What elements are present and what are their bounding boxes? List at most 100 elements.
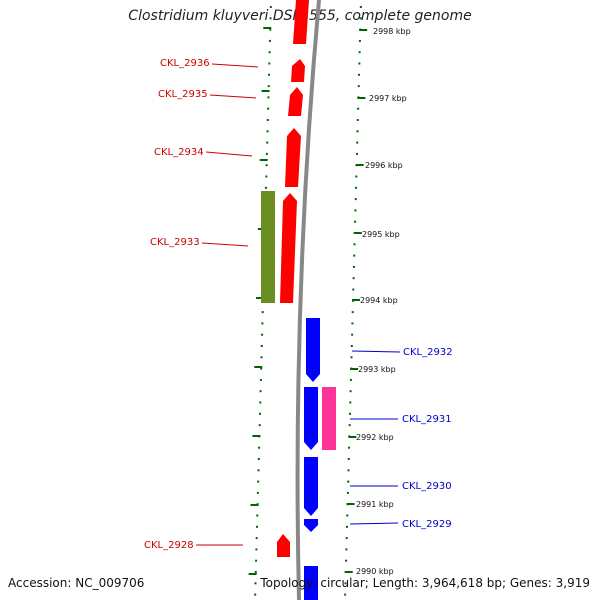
gene-ckl-2933-arrow[interactable]	[280, 193, 297, 303]
major-tick	[350, 368, 359, 370]
minor-tick	[255, 548, 258, 551]
minor-tick	[260, 345, 263, 347]
gene-label-ckl-2935[interactable]: CKL_2935	[158, 89, 208, 100]
minor-tick	[269, 17, 272, 20]
gene-label-ckl-2931[interactable]: CKL_2931	[402, 414, 452, 425]
minor-tick	[267, 85, 270, 88]
reverse-strand-genes	[277, 0, 309, 557]
gene-label-ckl-2936[interactable]: CKL_2936	[160, 58, 210, 69]
gene-label-ckl-2934[interactable]: CKL_2934	[154, 147, 204, 158]
major-tick	[261, 90, 270, 92]
scale-label: 2991 kbp	[356, 500, 394, 509]
gene-ckl-2935-arrow[interactable]	[288, 87, 303, 116]
topology-text: Topology: circular; Length: 3,964,618 bp…	[260, 576, 590, 590]
minor-tick	[354, 209, 357, 212]
left-gene-labels: CKL_2936 CKL_2935 CKL_2934 CKL_2933 CKL_…	[144, 58, 259, 551]
minor-tick	[269, 28, 272, 31]
minor-tick	[261, 311, 264, 314]
major-tick	[353, 232, 362, 234]
major-tick	[248, 573, 257, 575]
major-tick	[250, 504, 259, 506]
minor-tick	[256, 491, 259, 494]
gene-label-ckl-2930[interactable]: CKL_2930	[402, 481, 452, 492]
major-tick	[256, 297, 265, 299]
gene-ckl-2933-rna-bar[interactable]	[261, 191, 275, 303]
major-tick	[259, 159, 268, 161]
scale-label: 2996 kbp	[365, 161, 403, 170]
gene-ckl-2928-arrow[interactable]	[277, 534, 290, 557]
minor-tick	[255, 525, 258, 528]
minor-tick	[344, 593, 347, 596]
genome-backbone	[295, 0, 321, 600]
minor-tick	[261, 333, 264, 336]
gene-label-ckl-2929[interactable]: CKL_2929	[402, 519, 452, 530]
minor-tick	[350, 356, 353, 359]
minor-tick	[348, 446, 351, 449]
minor-tick	[260, 356, 263, 359]
minor-tick	[359, 6, 362, 8]
gene-label-ckl-2933[interactable]: CKL_2933	[150, 237, 200, 248]
gene-ckl-2936-arrow[interactable]	[291, 59, 305, 82]
minor-tick	[351, 333, 354, 336]
minor-tick	[345, 548, 348, 551]
minor-tick	[344, 582, 347, 585]
minor-tick	[349, 401, 352, 404]
minor-tick	[259, 378, 262, 381]
minor-tick	[350, 345, 353, 347]
minor-tick	[268, 73, 271, 76]
minor-tick	[349, 378, 352, 381]
minor-tick	[346, 514, 349, 517]
major-tick	[252, 435, 261, 437]
minor-tick	[259, 401, 262, 404]
minor-tick	[267, 107, 270, 110]
minor-tick	[265, 152, 268, 155]
minor-tick	[349, 390, 352, 393]
minor-tick	[347, 480, 350, 483]
gene-label-ckl-2928[interactable]: CKL_2928	[144, 540, 194, 551]
scale-label: 2995 kbp	[362, 230, 400, 239]
gene-label-ckl-2932[interactable]: CKL_2932	[403, 347, 453, 358]
minor-tick	[351, 322, 354, 325]
minor-tick	[257, 469, 260, 472]
scale-label: 2993 kbp	[358, 365, 396, 374]
gene-ckl-2932-arrow[interactable]	[306, 318, 320, 382]
major-tick	[359, 29, 368, 31]
minor-tick	[265, 164, 268, 167]
minor-tick	[266, 119, 269, 121]
minor-tick	[352, 288, 355, 291]
scale-labels: 2998 kbp 2997 kbp 2996 kbp 2995 kbp 2994…	[356, 27, 411, 576]
major-tick	[352, 299, 360, 301]
minor-tick	[266, 141, 269, 144]
gene-ckl-2927-arrow[interactable]	[304, 566, 318, 600]
right-tick-rail	[344, 6, 368, 596]
minor-tick	[266, 130, 269, 133]
gene-ckl-2931-pink-bar[interactable]	[322, 387, 336, 450]
minor-tick	[347, 469, 350, 472]
gene-ckl-2931-arrow[interactable]	[304, 387, 318, 450]
minor-tick	[257, 458, 260, 460]
minor-tick	[353, 243, 356, 246]
gene-ckl-2930-arrow[interactable]	[304, 457, 318, 516]
scale-label: 2990 kbp	[356, 567, 394, 576]
minor-tick	[345, 559, 348, 562]
minor-tick	[269, 6, 272, 8]
gene-ckl-2929-arrow[interactable]	[304, 519, 318, 532]
gene-ckl-2934-arrow[interactable]	[285, 128, 301, 187]
minor-tick	[259, 390, 262, 393]
minor-tick	[358, 62, 361, 65]
minor-tick	[353, 254, 356, 257]
major-tick	[346, 503, 355, 505]
gene-ckl-2937-arrow[interactable]	[293, 0, 309, 44]
minor-tick	[355, 186, 358, 189]
minor-tick	[254, 571, 257, 573]
major-tick	[348, 436, 357, 438]
minor-tick	[354, 198, 357, 201]
minor-tick	[351, 311, 354, 314]
minor-tick	[255, 559, 258, 562]
minor-tick	[260, 367, 263, 370]
right-gene-labels: CKL_2932 CKL_2931 CKL_2930 CKL_2929	[349, 347, 453, 530]
minor-tick	[355, 152, 358, 155]
minor-tick	[357, 85, 360, 88]
minor-tick	[352, 265, 355, 268]
